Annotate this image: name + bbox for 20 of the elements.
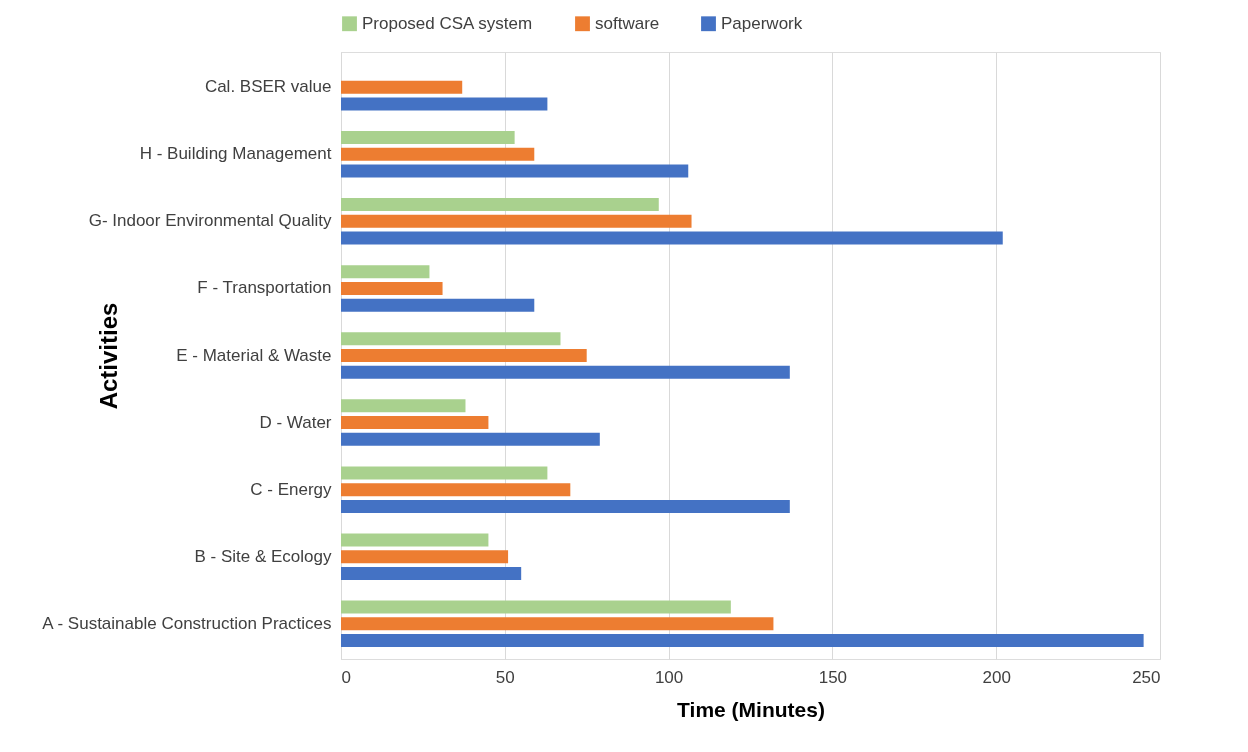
y-tick-label: B - Site & Ecology — [194, 546, 332, 566]
x-tick-label: 0 — [341, 667, 351, 687]
y-tick-label: Cal. BSER value — [204, 77, 332, 97]
y-tick-label: E - Material & Waste — [176, 345, 332, 365]
legend-label: Paperwork — [721, 13, 803, 33]
x-tick-label: 150 — [818, 667, 848, 687]
x-axis-title: Time (Minutes) — [677, 697, 825, 721]
x-tick-label: 250 — [1132, 667, 1161, 687]
x-tick-label: 200 — [982, 667, 1011, 687]
x-tick-label: 100 — [654, 667, 684, 687]
y-tick-label: G- Indoor Environmental Quality — [88, 211, 332, 231]
y-tick-label: C - Energy — [250, 479, 332, 499]
legend-label: Proposed CSA system — [362, 13, 533, 33]
y-tick-label: H - Building Management — [139, 144, 332, 164]
legend-label: software — [595, 13, 660, 33]
y-tick-label: D - Water — [259, 412, 332, 432]
x-tick-label: 50 — [495, 667, 515, 687]
y-axis-title: Activities — [94, 302, 122, 410]
y-tick-label: A - Sustainable Construction Practices — [42, 613, 332, 633]
y-tick-label: F - Transportation — [197, 278, 332, 298]
